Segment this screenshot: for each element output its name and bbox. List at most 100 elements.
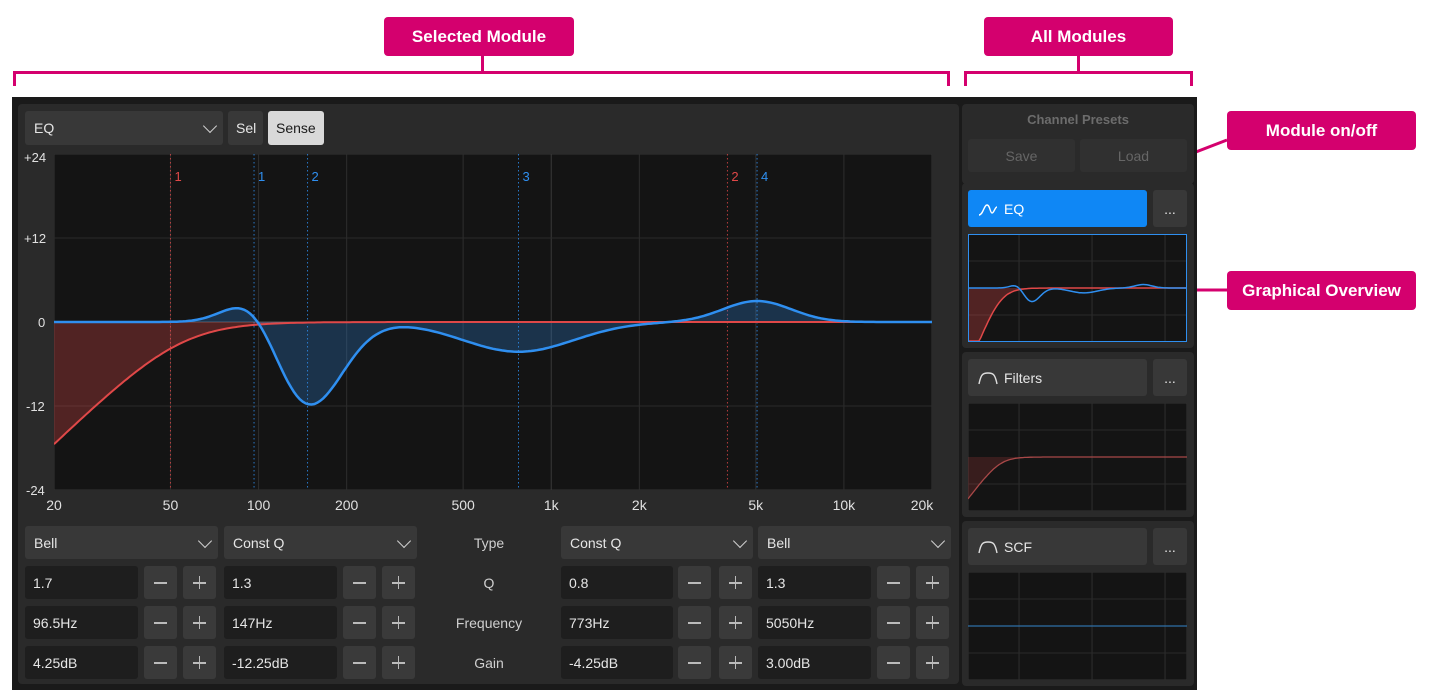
preset-save-button[interactable]: Save xyxy=(968,139,1075,172)
x-tick-label: 50 xyxy=(162,497,179,513)
preset-load-label: Load xyxy=(1117,147,1150,164)
band3-q-field[interactable]: 0.8 xyxy=(561,566,673,599)
band1-gain-decrement-button[interactable] xyxy=(144,646,177,679)
band1-q-value: 1.7 xyxy=(33,574,53,591)
band1-frequency-field[interactable]: 96.5Hz xyxy=(25,606,138,639)
sense-button-label: Sense xyxy=(276,120,316,136)
band1-gain-increment-button[interactable] xyxy=(183,646,216,679)
x-tick-label: 10k xyxy=(832,497,856,513)
band3-frequency-decrement-button[interactable] xyxy=(678,606,711,639)
y-tick-label: -24 xyxy=(26,483,45,498)
module-name-eq: EQ xyxy=(1004,200,1025,217)
band3-type-dropdown[interactable]: Const Q xyxy=(561,526,753,559)
band3-gain-decrement-button[interactable] xyxy=(678,646,711,679)
band-marker-label[interactable]: 2 xyxy=(731,169,739,184)
band2-type-value: Const Q xyxy=(233,534,285,551)
preset-save-label: Save xyxy=(1005,147,1038,164)
band4-frequency-decrement-button[interactable] xyxy=(877,606,910,639)
band4-gain-value: 3.00dB xyxy=(766,654,811,671)
band2-q-increment-button[interactable] xyxy=(382,566,415,599)
band2-frequency-increment-button[interactable] xyxy=(382,606,415,639)
selected-module-callout: Selected Module xyxy=(384,17,574,56)
module-toggle-eq[interactable]: EQ xyxy=(968,190,1147,227)
chevron-down-icon xyxy=(732,533,748,548)
filter-curve xyxy=(54,321,932,445)
band2-type-dropdown[interactable]: Const Q xyxy=(224,526,417,559)
module-toggle-filters[interactable]: Filters xyxy=(968,359,1147,396)
filters-overview-curve xyxy=(968,456,1187,500)
eq-curve[interactable] xyxy=(54,299,932,406)
filters-overview-graph[interactable] xyxy=(968,403,1187,511)
eq-overview-graph[interactable] xyxy=(968,234,1187,342)
band4-q-field[interactable]: 1.3 xyxy=(758,566,871,599)
band2-frequency-decrement-button[interactable] xyxy=(343,606,376,639)
module-more-button-eq[interactable]: ... xyxy=(1153,190,1187,227)
module-more-button-scf[interactable]: ... xyxy=(1153,528,1187,565)
filter-fill xyxy=(54,322,932,445)
eq-response-graph[interactable] xyxy=(54,154,932,490)
module-select-dropdown[interactable]: EQ xyxy=(25,111,223,145)
type-row-label: Type xyxy=(473,535,505,551)
band4-frequency-increment-button[interactable] xyxy=(916,606,949,639)
band4-gain-field[interactable]: 3.00dB xyxy=(758,646,871,679)
band4-frequency-field[interactable]: 5050Hz xyxy=(758,606,871,639)
band-marker-label[interactable]: 1 xyxy=(174,169,182,184)
band2-gain-field[interactable]: -12.25dB xyxy=(224,646,337,679)
y-tick-label: -12 xyxy=(26,399,45,414)
band3-q-increment-button[interactable] xyxy=(719,566,752,599)
band1-gain-field[interactable]: 4.25dB xyxy=(25,646,138,679)
scf-overview-graph[interactable] xyxy=(968,572,1187,680)
band4-type-dropdown[interactable]: Bell xyxy=(758,526,951,559)
band3-frequency-value: 773Hz xyxy=(569,614,610,631)
band3-gain-value: -4.25dB xyxy=(569,654,619,671)
band1-q-field[interactable]: 1.7 xyxy=(25,566,138,599)
x-tick-label: 1k xyxy=(543,497,559,513)
module-select-value: EQ xyxy=(34,120,55,136)
band-marker-label[interactable]: 4 xyxy=(761,169,769,184)
band1-type-dropdown[interactable]: Bell xyxy=(25,526,218,559)
selected-module-bracket-stem xyxy=(481,56,484,73)
band1-q-increment-button[interactable] xyxy=(183,566,216,599)
band1-q-decrement-button[interactable] xyxy=(144,566,177,599)
band2-frequency-field[interactable]: 147Hz xyxy=(224,606,337,639)
x-tick-label: 2k xyxy=(631,497,647,513)
module-more-button-filters[interactable]: ... xyxy=(1153,359,1187,396)
band3-frequency-field[interactable]: 773Hz xyxy=(561,606,673,639)
band4-q-increment-button[interactable] xyxy=(916,566,949,599)
sel-button[interactable]: Sel xyxy=(228,111,263,145)
more-label: ... xyxy=(1164,538,1176,555)
overview-filter-curve xyxy=(968,287,1187,342)
band2-q-decrement-button[interactable] xyxy=(343,566,376,599)
band-marker-label[interactable]: 2 xyxy=(311,169,319,184)
band1-frequency-increment-button[interactable] xyxy=(183,606,216,639)
band3-gain-increment-button[interactable] xyxy=(719,646,752,679)
all-modules-callout: All Modules xyxy=(984,17,1173,56)
band3-gain-field[interactable]: -4.25dB xyxy=(561,646,673,679)
x-tick-label: 200 xyxy=(334,497,359,513)
band-marker-label[interactable]: 1 xyxy=(258,169,266,184)
band4-gain-decrement-button[interactable] xyxy=(877,646,910,679)
gain-row-label: Gain xyxy=(474,655,504,671)
band2-gain-decrement-button[interactable] xyxy=(343,646,376,679)
band4-frequency-value: 5050Hz xyxy=(766,614,815,631)
band2-gain-increment-button[interactable] xyxy=(382,646,415,679)
band2-q-value: 1.3 xyxy=(232,574,252,591)
x-tick-label: 20k xyxy=(910,497,934,513)
eq-fill xyxy=(54,301,932,405)
band4-gain-increment-button[interactable] xyxy=(916,646,949,679)
sense-button[interactable]: Sense xyxy=(268,111,324,145)
sel-button-label: Sel xyxy=(236,120,257,136)
band-marker-label[interactable]: 3 xyxy=(522,169,530,184)
band3-q-decrement-button[interactable] xyxy=(678,566,711,599)
band4-q-value: 1.3 xyxy=(766,574,786,591)
band2-q-field[interactable]: 1.3 xyxy=(224,566,337,599)
module-toggle-scf[interactable]: SCF xyxy=(968,528,1147,565)
module-name-filters: Filters xyxy=(1004,369,1043,386)
band1-frequency-decrement-button[interactable] xyxy=(144,606,177,639)
eq-curve-icon xyxy=(978,203,998,216)
band4-q-decrement-button[interactable] xyxy=(877,566,910,599)
module-name-scf: SCF xyxy=(1004,538,1032,555)
overview-filter-fill xyxy=(968,288,1187,341)
preset-load-button[interactable]: Load xyxy=(1080,139,1187,172)
band3-frequency-increment-button[interactable] xyxy=(719,606,752,639)
